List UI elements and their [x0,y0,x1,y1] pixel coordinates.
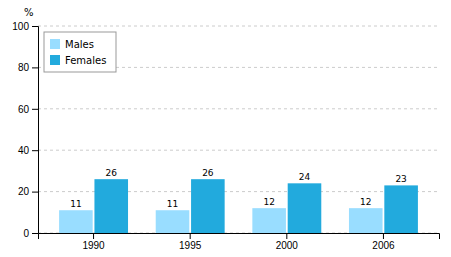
data-labels: 11 11 12 12 26 26 24 23 [70,168,407,209]
x-tick: 1990 [82,233,105,251]
plot: 11 11 12 12 26 26 24 23 1990 1995 2000 2006 0 20 40 60 8… [12,21,439,251]
bar [349,208,383,233]
bar [384,185,418,233]
legend-label: Males [65,39,94,50]
legend-frame [44,32,116,72]
grid-line [38,150,439,151]
legend-swatch [50,39,60,49]
y-tick: 20 [18,186,38,197]
legend-item: Males [50,39,94,50]
bars [59,179,418,233]
y-axis-title: % [24,7,34,18]
bar [156,210,190,233]
y-tick-label: 20 [18,186,30,197]
x-axis: 1990 1995 2000 2006 [39,233,440,251]
y-tick: 60 [18,104,38,115]
x-tick-label: 2006 [372,240,395,251]
data-label: 11 [167,199,178,209]
legend-label: Females [65,55,106,66]
series [94,179,417,233]
bar [191,179,225,233]
y-tick-mark [32,67,38,68]
legend-item: Females [50,55,106,66]
y-tick-mark [32,26,38,27]
x-tick-label: 2000 [276,240,299,251]
chart: 11 11 12 12 26 26 24 23 1990 1995 2000 2006 0 20 40 60 8… [0,0,451,257]
y-tick-mark [32,109,38,110]
data-label: 23 [395,174,406,184]
y-axis: 0 20 40 60 80 100 [12,21,38,239]
bar [252,208,286,233]
x-tick-mark [93,233,94,239]
data-label: 26 [106,168,118,178]
grid [38,26,439,233]
y-tick-label: 60 [18,104,30,115]
grid-line [38,108,439,109]
x-tick-mark [190,233,191,239]
bar [288,183,322,233]
data-label: 12 [263,197,274,207]
legend-swatch [50,55,60,65]
y-tick: 40 [18,145,38,156]
y-tick-mark [32,233,38,234]
y-tick-label: 0 [23,228,29,239]
y-tick: 80 [18,62,38,73]
x-tick: 2006 [372,233,395,251]
bar [59,210,93,233]
data-label: 11 [70,199,81,209]
x-tick: 2000 [276,233,299,251]
legend: Males Females [44,32,116,72]
y-tick: 0 [23,228,38,239]
data-label: 12 [360,197,371,207]
data-label: 26 [202,168,214,178]
x-tick-mark [383,233,384,239]
y-axis-line [32,27,39,234]
y-tick-label: 80 [18,62,30,73]
x-tick-label: 1990 [82,240,105,251]
y-tick-label: 40 [18,145,30,156]
x-tick-mark [286,233,287,239]
y-tick-label: 100 [12,21,29,32]
grid-line [38,26,439,27]
bar [94,179,128,233]
data-label: 24 [299,172,311,182]
x-axis-line [39,234,440,240]
y-tick: 100 [12,21,38,32]
x-tick: 1995 [179,233,202,251]
y-tick-mark [32,150,38,151]
y-tick-mark [32,192,38,193]
x-tick-label: 1995 [179,240,202,251]
